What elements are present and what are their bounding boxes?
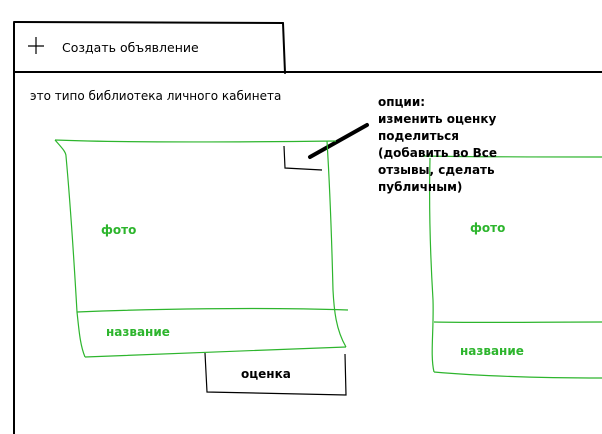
options-note-line: изменить оценку — [378, 112, 497, 126]
options-note: опции: изменить оценку поделиться (добав… — [378, 94, 497, 196]
options-note-line: поделиться — [378, 129, 459, 143]
options-pointer-line — [308, 123, 369, 159]
plus-icon — [28, 37, 44, 54]
card-1-title: название — [106, 325, 170, 339]
card-2-photo-placeholder: фото — [470, 221, 506, 235]
card-1-rating-label: оценка — [241, 367, 291, 381]
create-listing-label: Создать объявление — [62, 40, 199, 55]
header-frame — [13, 21, 602, 434]
card-2-title: название — [460, 344, 524, 358]
options-note-line: отзывы, сделать — [378, 163, 495, 177]
library-card-1[interactable] — [54, 139, 349, 358]
options-note-line: публичным) — [378, 180, 463, 194]
library-card-2[interactable] — [421, 155, 602, 379]
options-menu-trigger[interactable] — [282, 144, 324, 172]
rating-box[interactable] — [204, 352, 347, 396]
library-subtitle: это типо библиотека личного кабинета — [30, 89, 282, 103]
card-1-photo-placeholder: фото — [101, 223, 137, 237]
options-note-line: опции: — [378, 95, 426, 109]
options-note-line: (добавить во Все — [378, 146, 498, 160]
